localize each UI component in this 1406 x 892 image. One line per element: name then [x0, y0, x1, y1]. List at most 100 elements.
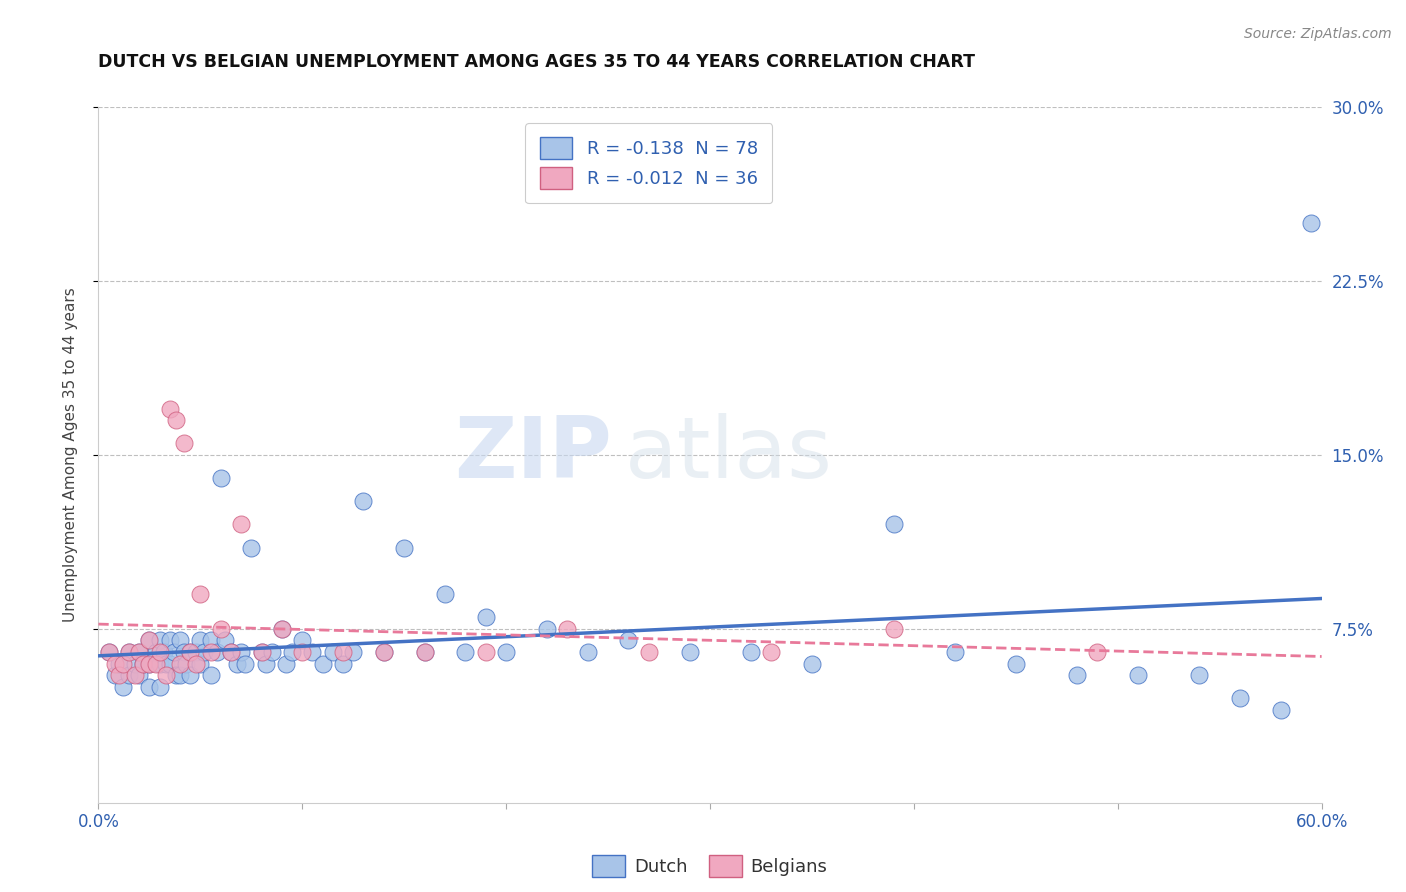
Point [200, 633, 222, 648]
Point [169, 657, 191, 671]
Point [740, 645, 762, 659]
Point [173, 645, 195, 659]
Point [124, 668, 146, 682]
Point [132, 657, 155, 671]
Point [434, 587, 457, 601]
Point [761, 645, 783, 659]
Point [373, 645, 395, 659]
Point [474, 645, 498, 659]
Point [200, 645, 222, 659]
Point [118, 645, 141, 659]
Point [97, 645, 120, 659]
Point [679, 645, 702, 659]
Point [111, 657, 134, 671]
Point [312, 657, 335, 671]
Point [801, 657, 824, 671]
Point [159, 657, 181, 671]
Point [260, 645, 283, 659]
Point [1066, 668, 1088, 682]
Point [883, 622, 905, 636]
Point [149, 633, 172, 648]
Point [943, 645, 966, 659]
Point [205, 645, 228, 659]
Point [138, 633, 160, 648]
Point [1301, 216, 1323, 230]
Point [233, 657, 256, 671]
Point [1229, 691, 1251, 706]
Point [132, 657, 155, 671]
Point [149, 657, 172, 671]
Point [97, 645, 120, 659]
Point [145, 645, 167, 659]
Point [617, 633, 640, 648]
Point [291, 645, 314, 659]
Point [557, 622, 579, 636]
Point [332, 645, 354, 659]
Point [342, 645, 364, 659]
Point [179, 645, 201, 659]
Point [118, 645, 141, 659]
Point [883, 517, 905, 532]
Point [173, 436, 195, 450]
Point [576, 645, 599, 659]
Point [179, 645, 201, 659]
Point [163, 645, 186, 659]
Point [219, 645, 242, 659]
Point [474, 610, 498, 624]
Point [124, 657, 146, 671]
Point [219, 645, 242, 659]
Point [413, 645, 436, 659]
Text: Source: ZipAtlas.com: Source: ZipAtlas.com [1244, 27, 1392, 41]
Point [270, 622, 294, 636]
Point [274, 657, 297, 671]
Point [179, 668, 201, 682]
Point [159, 401, 181, 416]
Point [165, 668, 187, 682]
Point [165, 413, 187, 427]
Point [152, 645, 174, 659]
Point [149, 645, 172, 659]
Point [250, 645, 273, 659]
Point [118, 668, 141, 682]
Point [1188, 668, 1211, 682]
Point [200, 668, 222, 682]
Point [145, 657, 167, 671]
Text: DUTCH VS BELGIAN UNEMPLOYMENT AMONG AGES 35 TO 44 YEARS CORRELATION CHART: DUTCH VS BELGIAN UNEMPLOYMENT AMONG AGES… [98, 54, 976, 71]
Y-axis label: Unemployment Among Ages 35 to 44 years: Unemployment Among Ages 35 to 44 years [63, 287, 77, 623]
Point [322, 645, 344, 659]
Point [169, 633, 191, 648]
Point [104, 668, 127, 682]
Point [155, 657, 177, 671]
Point [188, 633, 212, 648]
Point [159, 633, 181, 648]
Point [1128, 668, 1150, 682]
Legend: Dutch, Belgians: Dutch, Belgians [585, 847, 835, 884]
Point [104, 657, 127, 671]
Point [138, 657, 160, 671]
Point [392, 541, 416, 555]
Point [413, 645, 436, 659]
Point [536, 622, 558, 636]
Point [373, 645, 395, 659]
Point [169, 668, 191, 682]
Point [495, 645, 517, 659]
Point [188, 657, 212, 671]
Point [291, 633, 314, 648]
Point [155, 668, 177, 682]
Point [231, 645, 253, 659]
Point [209, 622, 232, 636]
Point [240, 541, 263, 555]
Point [226, 657, 249, 671]
Point [332, 657, 354, 671]
Point [108, 668, 131, 682]
Text: ZIP: ZIP [454, 413, 612, 497]
Point [128, 645, 150, 659]
Point [128, 668, 150, 682]
Point [188, 587, 212, 601]
Point [301, 645, 323, 659]
Point [138, 633, 160, 648]
Point [214, 633, 236, 648]
Point [1270, 703, 1292, 717]
Point [186, 657, 208, 671]
Point [254, 657, 277, 671]
